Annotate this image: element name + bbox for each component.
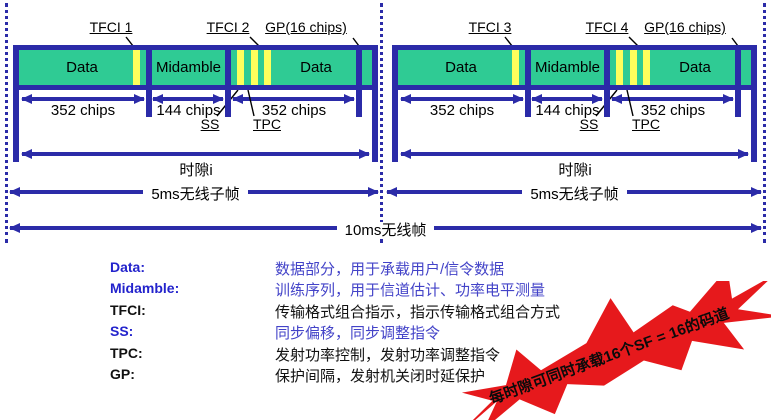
gp-label: GP(16 chips) — [265, 19, 347, 35]
legend-term: TPC: — [110, 345, 143, 361]
data1-block-label: Data — [66, 59, 98, 76]
legend-desc: 发射功率控制，发射功率调整指令 — [275, 347, 501, 364]
data1-block: Data — [18, 50, 146, 85]
legend-desc: 传输格式组合指示，指示传输格式组合方式 — [275, 304, 561, 321]
divider-bar-2-2 — [604, 90, 610, 117]
legend-desc: 同步偏移，同步调整指令 — [275, 325, 441, 342]
tfci4-stripe — [643, 50, 650, 85]
data2-block-label-2: Data — [679, 59, 711, 76]
legend-desc: 数据部分，用于承载用户/信令数据 — [275, 261, 505, 278]
midamble-block: Midamble — [152, 50, 225, 85]
data2-block-2: Data — [610, 50, 735, 85]
subframe-5ms-text-2: 5ms无线子帧 — [522, 186, 627, 203]
legend-term: GP: — [110, 366, 135, 382]
divider-bar-3 — [356, 90, 362, 117]
subframe-1: TFCI 1 TFCI 2 GP(16 chips) Data Midamble… — [13, 0, 378, 250]
frame-boundary-dotted-left — [5, 3, 8, 243]
frame-10ms-text: 10ms无线帧 — [336, 222, 435, 239]
subframe-5ms-label: 5ms无线子帧 — [13, 183, 378, 204]
divider-bar-3-2 — [735, 90, 741, 117]
midamble-block-label: Midamble — [155, 59, 222, 76]
frame-boundary-dotted-right — [763, 3, 766, 243]
divider-bar-2 — [225, 90, 231, 117]
divider-bar-1-2 — [525, 90, 531, 117]
data2-width-label-2: 352 chips — [640, 102, 706, 119]
data2-block-label: Data — [300, 59, 332, 76]
legend-term: TFCI: — [110, 302, 146, 318]
data1-width-label-2: 352 chips — [429, 102, 495, 119]
data1-block-2: Data — [397, 50, 525, 85]
midamble-block-label-2: Midamble — [534, 59, 601, 76]
tpc-label: TPC — [253, 116, 281, 132]
ss-stripe — [237, 50, 244, 85]
timeslot-label: 时隙i — [179, 162, 213, 179]
tfci3-stripe — [512, 50, 519, 85]
tpc-stripe-2 — [630, 50, 637, 85]
divider-bar-1 — [146, 90, 152, 117]
tfci3-label: TFCI 3 — [468, 19, 512, 35]
timeslot-structure-2: Data Midamble Data — [392, 45, 757, 90]
legend-desc: 训练序列，用于信道估计、功率电平测量 — [275, 282, 546, 299]
tfci1-label: TFCI 1 — [89, 19, 133, 35]
midamble-width-label: 144 chips — [156, 102, 221, 119]
midamble-block-2: Midamble — [531, 50, 604, 85]
ss-label-2: SS — [579, 116, 599, 132]
subframe-2: TFCI 3 TFCI 4 GP(16 chips) Data Midamble… — [392, 0, 757, 250]
tpc-stripe — [251, 50, 258, 85]
gp-block — [362, 50, 373, 85]
timeslot-structure: Data Midamble Data — [13, 45, 378, 90]
ss-label: SS — [200, 116, 220, 132]
timeslot-label-2: 时隙i — [558, 162, 592, 179]
data2-block: Data — [231, 50, 356, 85]
starburst-shape — [454, 281, 771, 420]
tfci2-stripe — [264, 50, 271, 85]
tfci1-stripe — [133, 50, 140, 85]
slot-bound-bar-left-2 — [392, 45, 398, 162]
gp-label-2: GP(16 chips) — [644, 19, 726, 35]
slot-bound-bar-left — [13, 45, 19, 162]
data1-width-label: 352 chips — [50, 102, 116, 119]
ss-stripe-2 — [616, 50, 623, 85]
tfci4-label: TFCI 4 — [585, 19, 629, 35]
legend-term: Midamble: — [110, 280, 180, 296]
frame-boundary-dotted-middle — [380, 3, 383, 243]
data2-width-label: 352 chips — [261, 102, 327, 119]
legend-desc: 保护间隔，发射机关闭时延保护 — [275, 368, 486, 385]
tpc-label-2: TPC — [632, 116, 660, 132]
gp-block-2 — [741, 50, 752, 85]
subframe-5ms-label-2: 5ms无线子帧 — [392, 183, 757, 204]
legend-term: Data: — [110, 259, 146, 275]
tfci2-label: TFCI 2 — [206, 19, 250, 35]
data1-block-label-2: Data — [445, 59, 477, 76]
slot-bound-bar-right — [372, 45, 378, 162]
callout-starburst: 每时隙可同时承载16个SF = 16的码道 — [443, 281, 771, 420]
legend-term: SS: — [110, 323, 134, 339]
frame-10ms-label: 10ms无线帧 — [0, 219, 771, 240]
subframe-5ms-text: 5ms无线子帧 — [143, 186, 248, 203]
slot-bound-bar-right-2 — [751, 45, 757, 162]
midamble-width-label-2: 144 chips — [535, 102, 600, 119]
